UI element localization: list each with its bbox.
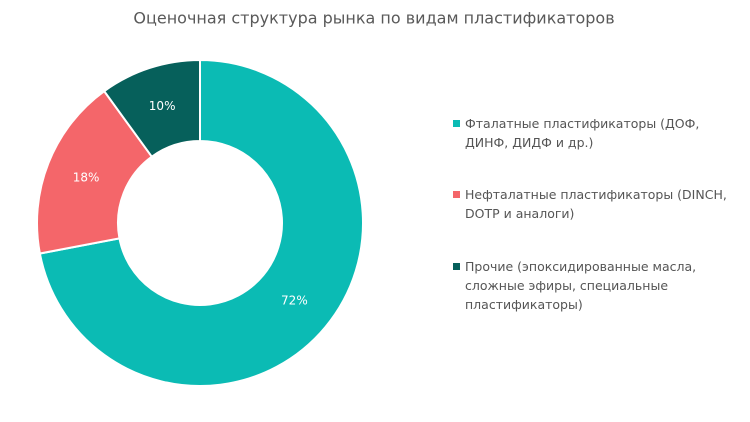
legend-item: Прочие (эпоксидированные масла, сложные … bbox=[453, 257, 738, 314]
legend-swatch bbox=[453, 263, 460, 270]
donut-slice bbox=[38, 58, 364, 387]
data-label: 18% bbox=[73, 170, 100, 184]
data-label: 72% bbox=[281, 294, 308, 308]
legend-label: Прочие (эпоксидированные масла, сложные … bbox=[465, 259, 697, 312]
legend-swatch bbox=[453, 191, 460, 198]
data-label: 10% bbox=[149, 99, 176, 113]
donut-slice bbox=[36, 89, 154, 255]
legend-item: Нефталатные пластификаторы (DINCH, DOTP … bbox=[453, 185, 738, 223]
legend-label: Фталатные пластификаторы (ДОФ, ДИНФ, ДИД… bbox=[465, 116, 700, 150]
legend-swatch bbox=[453, 120, 460, 127]
donut-slice bbox=[102, 58, 201, 159]
legend-item: Фталатные пластификаторы (ДОФ, ДИНФ, ДИД… bbox=[453, 114, 738, 152]
chart-title: Оценочная структура рынка по видам пласт… bbox=[133, 9, 614, 28]
legend-label: Нефталатные пластификаторы (DINCH, DOTP … bbox=[465, 187, 727, 221]
